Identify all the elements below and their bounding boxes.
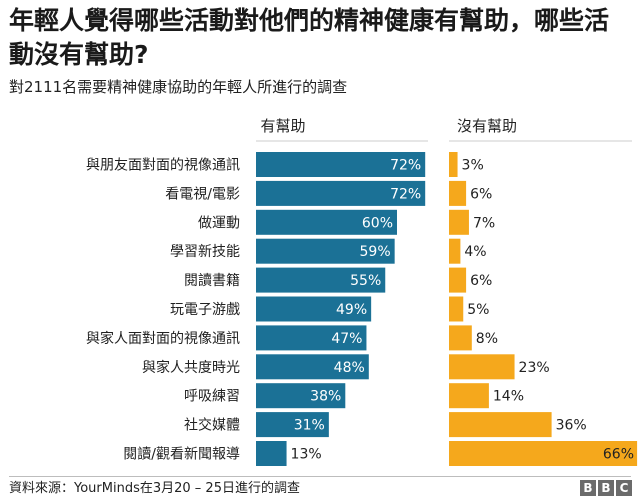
helpful-bar xyxy=(256,180,426,206)
helpful-value-label: 59% xyxy=(360,244,391,260)
not-helpful-value-label: 5% xyxy=(467,302,489,318)
chart-subtitle: 對2111名需要精神健康協助的年輕人所進行的調查 xyxy=(9,78,348,96)
helpful-value-label: 48% xyxy=(334,360,365,376)
category-label: 與家人面對面的視像通訊 xyxy=(86,330,240,347)
not-helpful-bar xyxy=(449,209,469,235)
helpful-bar xyxy=(256,441,287,466)
helpful-value-label: 72% xyxy=(390,158,421,174)
category-label: 社交媒體 xyxy=(184,417,240,434)
legend-helpful: 有幫助 xyxy=(260,117,305,135)
helpful-bar xyxy=(256,267,386,293)
not-helpful-bar xyxy=(449,296,464,322)
legend-not-helpful: 沒有幫助 xyxy=(457,117,517,135)
not-helpful-value-label: 4% xyxy=(464,244,486,260)
helpful-value-label: 31% xyxy=(294,418,325,434)
not-helpful-bar xyxy=(449,412,552,438)
category-label: 學習新技能 xyxy=(170,244,240,260)
helpful-bar xyxy=(256,209,397,235)
helpful-value-label: 47% xyxy=(331,331,362,347)
category-label: 閱讀書籍 xyxy=(184,272,240,289)
source-note: 資料來源：YourMinds在3月20 – 25日進行的調查 xyxy=(9,481,300,496)
not-helpful-value-label: 8% xyxy=(476,331,498,347)
helpful-value-label: 13% xyxy=(291,447,322,463)
helpful-value-label: 55% xyxy=(350,273,381,289)
helpful-value-label: 60% xyxy=(362,215,393,231)
not-helpful-bar xyxy=(449,238,461,264)
helpful-bar xyxy=(256,325,367,351)
not-helpful-value-label: 36% xyxy=(556,418,587,434)
helpful-value-label: 49% xyxy=(336,302,367,318)
helpful-bar xyxy=(256,383,346,409)
logo-letter: B xyxy=(580,480,596,496)
category-label: 看電視/電影 xyxy=(165,186,240,202)
category-label: 呼吸練習 xyxy=(184,389,240,405)
not-helpful-value-label: 6% xyxy=(470,273,492,289)
helpful-bar xyxy=(256,412,329,438)
not-helpful-value-label: 66% xyxy=(603,447,634,463)
not-helpful-value-label: 7% xyxy=(473,215,495,231)
helpful-value-label: 72% xyxy=(390,186,421,202)
not-helpful-bar xyxy=(449,441,638,466)
footer-divider xyxy=(9,476,631,477)
not-helpful-bar xyxy=(449,152,458,177)
not-helpful-bar xyxy=(449,267,467,293)
not-helpful-value-label: 14% xyxy=(493,389,524,405)
category-label: 與家人共度時光 xyxy=(142,359,240,376)
helpful-value-label: 38% xyxy=(310,389,341,405)
category-label: 與朋友面對面的視像通訊 xyxy=(86,158,240,174)
helpful-bar xyxy=(256,296,372,322)
category-label: 閱讀/觀看新聞報導 xyxy=(123,447,240,463)
category-label: 做運動 xyxy=(198,215,240,231)
not-helpful-bar xyxy=(449,180,467,206)
logo-letter: C xyxy=(616,480,632,496)
not-helpful-bar xyxy=(449,383,489,409)
not-helpful-bar xyxy=(449,325,472,351)
category-label: 玩電子游戲 xyxy=(170,302,240,318)
helpful-bar xyxy=(256,238,395,264)
helpful-bar xyxy=(256,152,426,177)
logo-letter: B xyxy=(598,480,614,496)
bbc-logo: B B C xyxy=(580,480,632,496)
not-helpful-bar xyxy=(449,354,515,380)
not-helpful-value-label: 23% xyxy=(519,360,550,376)
not-helpful-value-label: 6% xyxy=(470,186,492,202)
chart-title: 年輕人覺得哪些活動對他們的精神健康有幫助，哪些活動沒有幫助? xyxy=(9,6,610,69)
not-helpful-value-label: 3% xyxy=(462,158,484,174)
helpful-bar xyxy=(256,354,369,380)
